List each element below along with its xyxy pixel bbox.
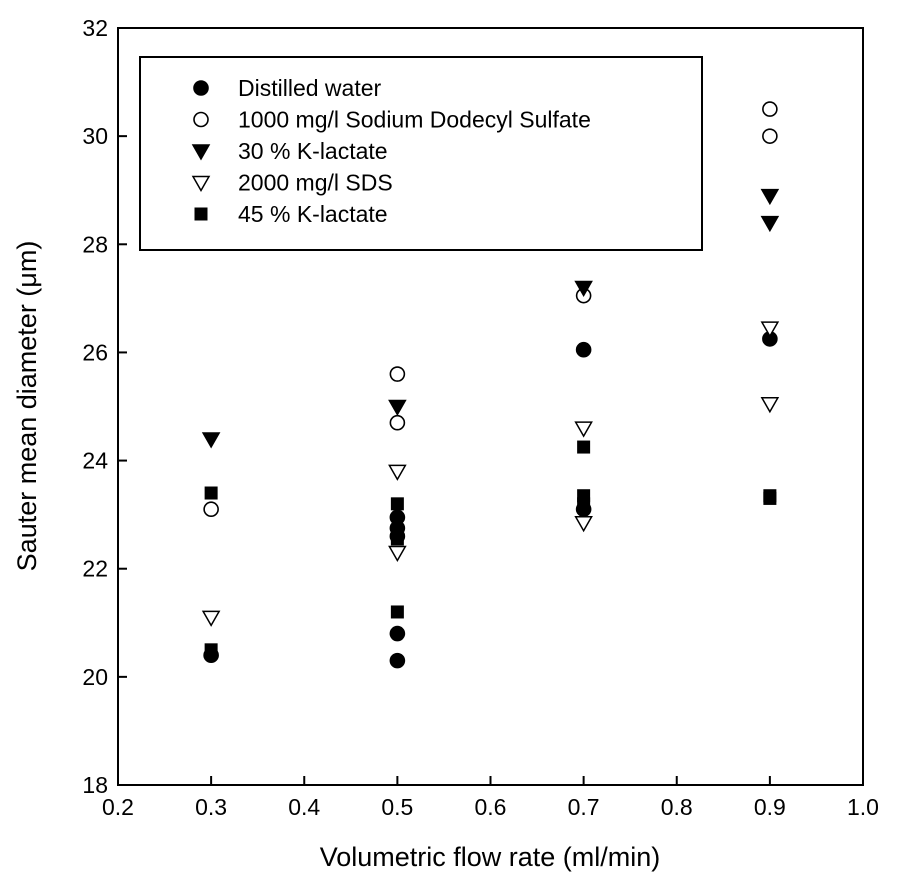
data-point (574, 516, 593, 533)
x-tick-label: 0.2 (102, 794, 134, 820)
y-tick-label: 30 (82, 123, 108, 149)
data-point (762, 128, 778, 144)
data-point (574, 280, 593, 298)
x-axis: 0.2 0.3 0.4 0.5 0.6 0.7 0.8 0.9 1.0 (102, 776, 879, 820)
data-point (390, 497, 404, 511)
data-point (389, 652, 406, 669)
x-tick-label: 0.8 (661, 794, 693, 820)
data-point (763, 489, 777, 503)
y-tick-label: 26 (82, 339, 108, 365)
legend-marker (193, 111, 209, 128)
data-point (201, 432, 221, 449)
legend-label: 2000 mg/l SDS (238, 170, 393, 196)
data-point (762, 101, 778, 117)
x-tick-label: 0.5 (381, 794, 413, 820)
data-point (201, 610, 221, 627)
data-point (204, 643, 218, 657)
data-point (575, 341, 592, 358)
data-point (388, 545, 407, 563)
data-point (390, 605, 404, 619)
legend-marker (191, 144, 211, 161)
data-point (577, 440, 591, 454)
data-point (574, 421, 593, 438)
legend-label: Distilled water (238, 75, 381, 101)
y-axis-title: Sauter mean diameter (μm) (12, 241, 42, 572)
x-tick-label: 0.7 (568, 794, 600, 820)
data-points (201, 101, 780, 669)
data-point (577, 489, 591, 503)
data-point (389, 509, 406, 526)
x-tick-label: 0.9 (754, 794, 786, 820)
y-tick-label: 32 (82, 15, 108, 41)
data-point (388, 464, 407, 481)
data-point (389, 414, 406, 431)
x-axis-title: Volumetric flow rate (ml/min) (320, 842, 661, 872)
x-tick-label: 0.4 (288, 794, 320, 820)
data-point (389, 366, 406, 382)
data-point (760, 321, 780, 338)
x-tick-label: 0.3 (195, 794, 227, 820)
data-point (390, 532, 404, 546)
y-tick-label: 22 (82, 556, 108, 582)
data-point (760, 397, 780, 414)
legend: Distilled water 1000 mg/l Sodium Dodecyl … (139, 56, 703, 251)
data-point (389, 625, 406, 642)
legend-marker (193, 80, 209, 96)
legend-label: 1000 mg/l Sodium Dodecyl Sulfate (238, 107, 591, 133)
legend-marker (194, 207, 208, 221)
data-point (760, 188, 780, 206)
y-axis: 18 20 22 24 26 28 30 32 (82, 15, 127, 798)
x-tick-label: 0.6 (475, 794, 507, 820)
data-point (203, 501, 219, 518)
y-tick-label: 18 (82, 772, 108, 798)
y-tick-label: 28 (82, 231, 108, 257)
legend-box (139, 56, 703, 251)
data-point (388, 399, 407, 417)
legend-label: 30 % K-lactate (238, 138, 388, 164)
legend-marker (191, 175, 211, 193)
data-point (760, 215, 780, 233)
data-point (204, 486, 218, 500)
y-tick-label: 20 (82, 664, 108, 690)
x-tick-label: 1.0 (847, 794, 879, 820)
y-tick-label: 24 (82, 448, 108, 474)
legend-label: 45 % K-lactate (238, 201, 388, 227)
